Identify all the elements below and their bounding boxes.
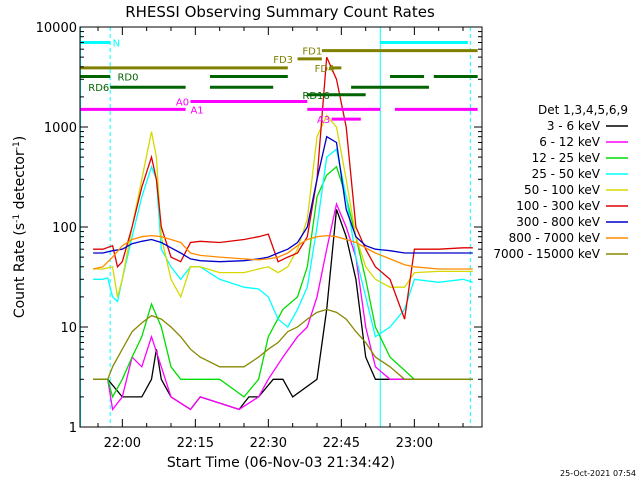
x-axis-label: Start Time (06-Nov-03 21:34:42) xyxy=(167,455,395,471)
x-tick-label: 22:00 xyxy=(104,436,141,451)
legend: Det 1,3,4,5,6,9 3 - 6 keV 6 - 12 keV 12 - … xyxy=(493,103,628,261)
y-tick-label: 10 xyxy=(60,321,77,336)
flag-label: FD4 xyxy=(315,64,335,75)
axes: 1 10 100 1000 10000 22:00 22:15 22:30 22:45 23:00 xyxy=(36,21,482,451)
series-line xyxy=(93,56,473,320)
series-line xyxy=(93,114,473,299)
x-tick-label: 22:45 xyxy=(323,436,360,451)
series-line xyxy=(93,148,473,338)
legend-entry-label: 6 - 12 keV xyxy=(539,135,601,149)
chart-title: RHESSI Observing Summary Count Rates xyxy=(125,3,435,21)
y-tick-label: 1000 xyxy=(44,121,77,136)
flag-label: A0 xyxy=(176,97,189,108)
legend-entry-label: 25 - 50 keV xyxy=(532,167,601,181)
flag-label: N xyxy=(113,38,120,49)
flag-label: RD6 xyxy=(88,83,109,94)
series-line xyxy=(92,234,473,270)
series-line xyxy=(93,165,473,399)
y-tick-label: 1 xyxy=(69,421,77,436)
legend-entry-label: 100 - 300 keV xyxy=(516,199,600,213)
legend-entry-label: 300 - 800 keV xyxy=(516,215,600,229)
series-line xyxy=(93,308,473,380)
x-tick-label: 22:15 xyxy=(177,436,214,451)
x-tick-label: 22:30 xyxy=(250,436,287,451)
y-tick-label: 100 xyxy=(52,221,77,236)
series-line xyxy=(93,209,473,411)
series-line xyxy=(93,201,473,411)
y-axis-label: Count Rate (s-1 detector-1) xyxy=(12,136,28,318)
flag-label: RD0 xyxy=(117,72,138,83)
flag-label: FD1 xyxy=(302,47,322,58)
flag-label: A1 xyxy=(190,105,203,116)
legend-entry-label: 3 - 6 keV xyxy=(547,119,601,133)
legend-entry-label: 800 - 7000 keV xyxy=(509,231,601,245)
timestamp: 25-Oct-2021 07:54 xyxy=(560,469,636,478)
legend-entry-label: 7000 - 15000 keV xyxy=(493,247,600,261)
legend-entry-label: 12 - 25 keV xyxy=(532,151,601,165)
flag-label: FD3 xyxy=(273,55,293,66)
legend-entry-label: 50 - 100 keV xyxy=(524,183,601,197)
series-line xyxy=(93,135,473,263)
legend-header: Det 1,3,4,5,6,9 xyxy=(538,103,628,117)
y-tick-label: 10000 xyxy=(36,21,77,36)
x-tick-label: 23:00 xyxy=(396,436,433,451)
flag-label: A3 xyxy=(317,115,330,126)
flag-label: RD16 xyxy=(302,91,329,102)
